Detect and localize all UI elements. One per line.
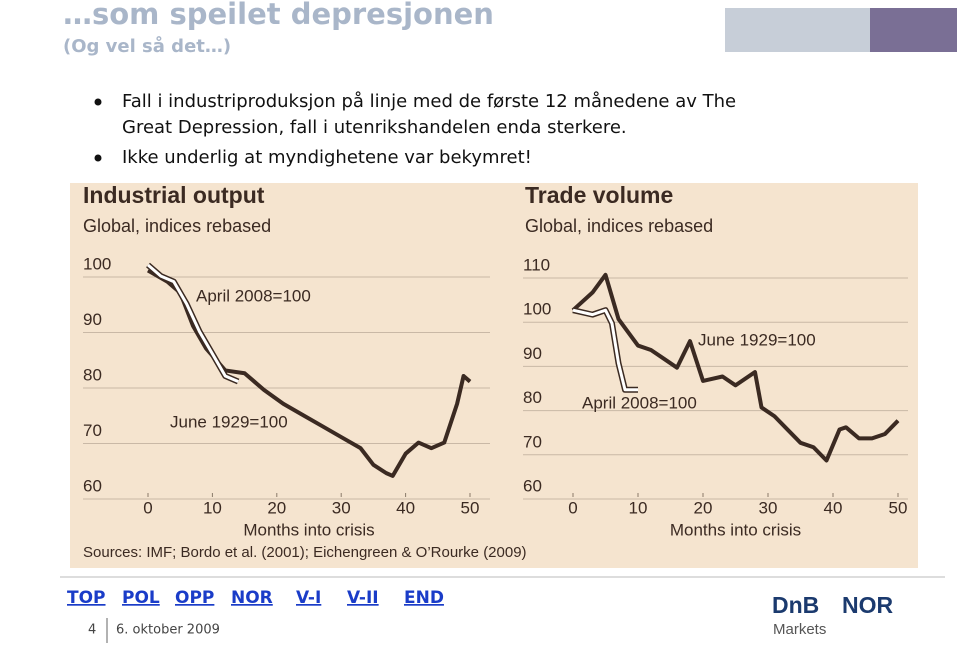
x-tick-label: 50 bbox=[889, 498, 908, 517]
y-tick-label: 80 bbox=[83, 365, 102, 384]
y-tick-label: 90 bbox=[523, 344, 542, 363]
nav-link[interactable]: NOR bbox=[231, 588, 273, 608]
x-tick-label: 20 bbox=[694, 498, 713, 517]
source: Sources: IMF; Bordo et al. (2001); Eiche… bbox=[83, 544, 527, 561]
x-tick-label: 10 bbox=[203, 498, 222, 517]
series-label: April 2008=100 bbox=[196, 286, 311, 305]
x-tick-label: 0 bbox=[568, 498, 577, 517]
x-tick-label: 0 bbox=[143, 498, 152, 517]
y-tick-label: 100 bbox=[523, 300, 551, 319]
x-tick-label: 30 bbox=[332, 498, 351, 517]
x-tick-label: 40 bbox=[396, 498, 415, 517]
x-tick-label: 20 bbox=[267, 498, 286, 517]
y-tick-label: 70 bbox=[523, 432, 542, 451]
page-number: 4 bbox=[88, 623, 96, 638]
nav-link[interactable]: END bbox=[404, 588, 444, 608]
logo-text: DnB bbox=[772, 592, 819, 618]
bullet-dot bbox=[94, 98, 102, 106]
header-image-part bbox=[870, 8, 957, 52]
nav-link[interactable]: TOP bbox=[67, 588, 106, 608]
bullet-dot bbox=[94, 154, 102, 162]
chart-title: Trade volume bbox=[525, 182, 673, 208]
y-tick-label: 80 bbox=[523, 388, 542, 407]
x-axis-label: Months into crisis bbox=[670, 520, 801, 539]
y-tick-label: 60 bbox=[523, 476, 542, 495]
y-tick-label: 110 bbox=[523, 255, 550, 274]
series-label: June 1929=100 bbox=[170, 412, 288, 431]
bullet-text: Ikke underlig at myndighetene var bekymr… bbox=[122, 147, 532, 168]
chart-subtitle: Global, indices rebased bbox=[525, 216, 713, 236]
y-tick-label: 60 bbox=[83, 476, 102, 495]
nav-link[interactable]: V-I bbox=[296, 588, 321, 608]
slide-subtitle: (Og vel så det…) bbox=[63, 35, 231, 57]
y-tick-label: 70 bbox=[83, 421, 102, 440]
nav-link[interactable]: V-II bbox=[347, 588, 379, 608]
x-tick-label: 10 bbox=[629, 498, 648, 517]
x-tick-label: 40 bbox=[824, 498, 843, 517]
series-label: June 1929=100 bbox=[698, 330, 816, 349]
bullet-text: Great Depression, fall i utenrikshandele… bbox=[122, 117, 627, 138]
series-line bbox=[147, 263, 239, 383]
x-axis-label: Months into crisis bbox=[243, 520, 374, 539]
charts: Industrial output Global, indices rebased… bbox=[83, 182, 908, 539]
nav-link[interactable]: OPP bbox=[175, 588, 214, 608]
chart-panel bbox=[70, 183, 918, 568]
nav-link[interactable]: POL bbox=[122, 588, 160, 608]
date: 6. oktober 2009 bbox=[116, 623, 220, 638]
series-line bbox=[572, 273, 899, 462]
y-tick-label: 100 bbox=[83, 254, 111, 273]
bullet-text: Fall i industriproduksjon på linje med d… bbox=[122, 91, 736, 112]
series-label: April 2008=100 bbox=[582, 393, 697, 412]
chart-subtitle: Global, indices rebased bbox=[83, 216, 271, 236]
nav: TOP POL OPP NOR V-I V-II END bbox=[67, 588, 444, 608]
series-line bbox=[572, 308, 638, 392]
x-tick-label: 50 bbox=[461, 498, 480, 517]
logo-text: NOR bbox=[842, 592, 894, 618]
slide-title: …som speilet depresjonen bbox=[63, 0, 494, 31]
y-tick-label: 90 bbox=[83, 310, 102, 329]
chart-title: Industrial output bbox=[83, 182, 265, 208]
logo-subtext: Markets bbox=[773, 621, 826, 638]
x-tick-label: 30 bbox=[759, 498, 778, 517]
